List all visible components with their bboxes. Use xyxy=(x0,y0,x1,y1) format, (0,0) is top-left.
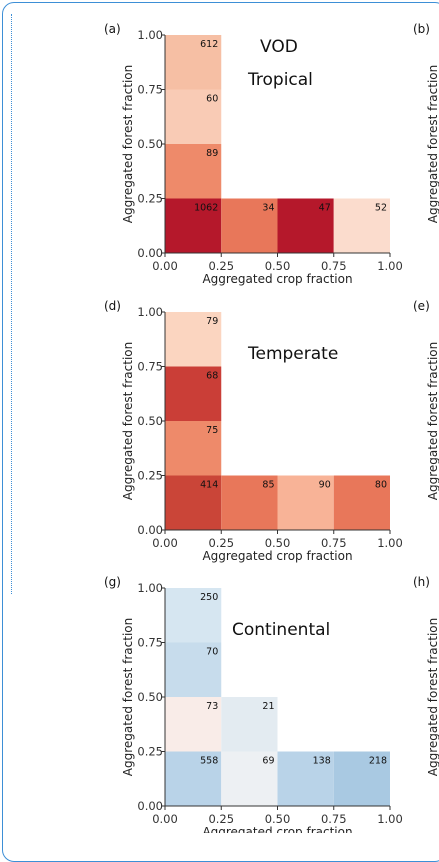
heatmap-cell xyxy=(165,312,222,367)
y-tick-label: 0.00 xyxy=(137,246,163,260)
x-tick-label: 0.75 xyxy=(321,259,347,273)
heatmap-cell xyxy=(277,751,334,806)
cell-count-label: 138 xyxy=(313,756,331,767)
cell-count-label: 90 xyxy=(319,480,331,491)
x-tick-label: 0.50 xyxy=(265,812,291,826)
cell-count-label: 218 xyxy=(369,756,387,767)
x-axis-label: Aggregated crop fraction xyxy=(202,549,352,563)
heatmap-cell xyxy=(165,475,222,530)
y-tick-label: 1.00 xyxy=(137,28,163,42)
heatmap-cell xyxy=(165,89,222,144)
cell-count-label: 69 xyxy=(262,756,274,767)
cell-count-label: 79 xyxy=(206,316,218,327)
y-tick-label: 0.00 xyxy=(137,523,163,537)
x-tick-label: 0.00 xyxy=(152,259,178,273)
heatmap-cell xyxy=(165,751,222,806)
y-tick-label: 0.75 xyxy=(137,360,163,374)
dotted-border xyxy=(11,14,12,594)
cell-count-label: 75 xyxy=(206,425,218,436)
heatmap-cell xyxy=(333,751,390,806)
cell-count-label: 85 xyxy=(262,480,274,491)
cell-count-label: 60 xyxy=(206,94,218,105)
cell-count-label: 250 xyxy=(200,592,218,603)
x-tick-label: 0.25 xyxy=(208,259,234,273)
y-axis-label: Aggregated forest fraction xyxy=(121,65,135,223)
heatmap-cell xyxy=(333,475,390,530)
cell-count-label: 1062 xyxy=(194,203,218,214)
x-tick-label: 0.75 xyxy=(321,812,347,826)
heatmap-cell xyxy=(277,198,334,253)
y-tick-label: 0.25 xyxy=(137,192,163,206)
chart-subtitle: Continental xyxy=(232,620,330,640)
x-tick-label: 1.00 xyxy=(377,536,403,550)
chart-subtitle: Temperate xyxy=(247,344,338,364)
x-axis-label: Aggregated crop fraction xyxy=(202,272,352,286)
chart-subtitle: Tropical xyxy=(247,70,313,90)
cell-count-label: 80 xyxy=(375,480,387,491)
cell-count-label: 68 xyxy=(206,371,218,382)
x-tick-label: 1.00 xyxy=(377,812,403,826)
heatmap-cell xyxy=(165,366,222,421)
y-tick-label: 0.75 xyxy=(137,636,163,650)
heatmap-cell xyxy=(165,144,222,199)
cell-count-label: 612 xyxy=(200,39,218,50)
cell-count-label: 34 xyxy=(262,203,274,214)
heatmap-cell xyxy=(221,697,278,752)
heatmap-cell xyxy=(221,475,278,530)
cell-count-label: 558 xyxy=(200,756,218,767)
y-tick-label: 0.75 xyxy=(137,83,163,97)
cell-count-label: 52 xyxy=(375,203,387,214)
y-tick-label: 0.00 xyxy=(137,799,163,813)
heatmap-cell xyxy=(277,475,334,530)
right-panel-label: (h) xyxy=(413,575,430,589)
right-panel-ylabel: Aggregated forest fraction xyxy=(426,65,439,223)
x-tick-label: 0.00 xyxy=(152,536,178,550)
cell-count-label: 73 xyxy=(206,701,218,712)
x-tick-label: 1.00 xyxy=(377,259,403,273)
y-tick-label: 0.50 xyxy=(137,690,163,704)
y-tick-label: 0.25 xyxy=(137,745,163,759)
cell-count-label: 21 xyxy=(262,701,274,712)
heatmap-cell xyxy=(221,198,278,253)
panel-label: (g) xyxy=(104,575,121,589)
y-tick-label: 0.50 xyxy=(137,137,163,151)
cell-count-label: 47 xyxy=(319,203,331,214)
cell-count-label: 89 xyxy=(206,148,218,159)
y-axis-label: Aggregated forest fraction xyxy=(121,618,135,776)
heatmap-cell xyxy=(165,198,222,253)
y-tick-label: 0.25 xyxy=(137,469,163,483)
x-tick-label: 0.25 xyxy=(208,812,234,826)
x-tick-label: 0.50 xyxy=(265,259,291,273)
right-panel-label: (e) xyxy=(413,299,430,313)
cell-count-label: 414 xyxy=(200,480,218,491)
heatmap-figure: 612 60 89 1062 34 47 52 0.00 0.25 0.50 0.75 1.00 0.0… xyxy=(104,22,439,833)
heatmap-cell xyxy=(165,697,222,752)
x-tick-label: 0.75 xyxy=(321,536,347,550)
heatmap-cell xyxy=(333,198,390,253)
chart-title: VOD xyxy=(260,37,298,57)
panel-label: (a) xyxy=(104,22,121,36)
right-panel-ylabel: Aggregated forest fraction xyxy=(426,342,439,500)
y-tick-label: 0.50 xyxy=(137,414,163,428)
heatmap-cell xyxy=(165,421,222,476)
heatmap-cell xyxy=(165,642,222,697)
panel-label: (d) xyxy=(104,299,121,313)
y-tick-label: 1.00 xyxy=(137,581,163,595)
y-axis-label: Aggregated forest fraction xyxy=(121,342,135,500)
x-tick-label: 0.25 xyxy=(208,536,234,550)
x-tick-label: 0.50 xyxy=(265,536,291,550)
right-panel-ylabel: Aggregated forest fraction xyxy=(426,618,439,776)
x-axis-label: Aggregated crop fraction xyxy=(202,825,352,833)
right-panel-label: (b) xyxy=(413,22,430,36)
heatmap-cell xyxy=(221,751,278,806)
heatmap-cell xyxy=(165,35,222,90)
cell-count-label: 70 xyxy=(206,647,218,658)
heatmap-cell xyxy=(165,588,222,643)
x-tick-label: 0.00 xyxy=(152,812,178,826)
y-tick-label: 1.00 xyxy=(137,305,163,319)
